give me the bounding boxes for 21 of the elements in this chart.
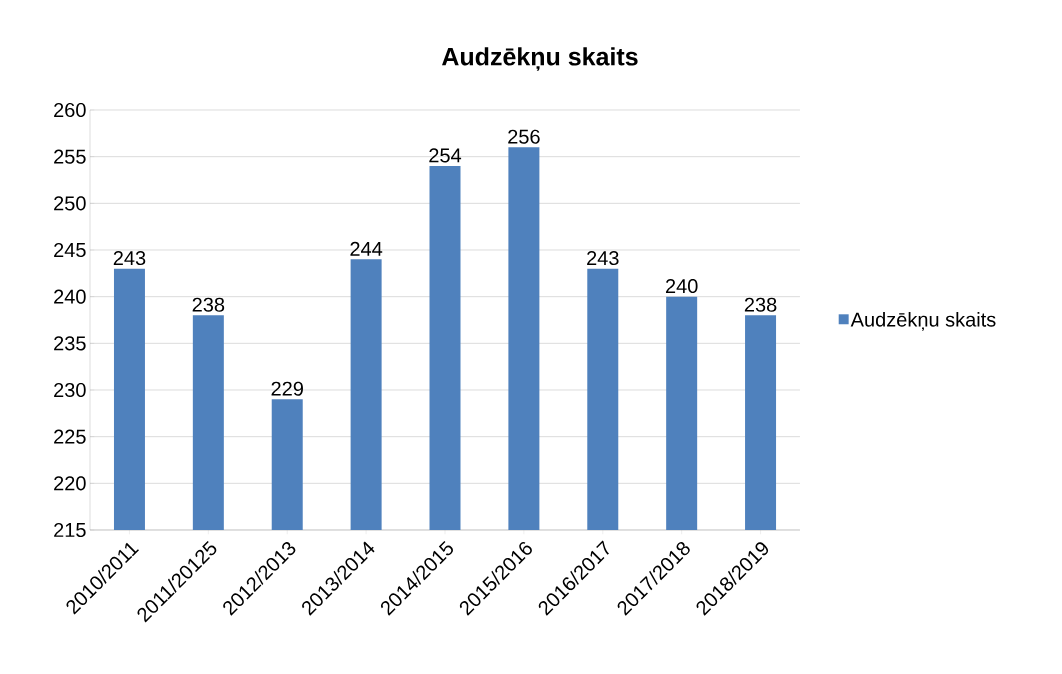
y-tick-label: 220 bbox=[54, 476, 86, 491]
data-label: 256 bbox=[508, 129, 540, 144]
y-tick-label: 230 bbox=[54, 382, 86, 398]
data-label: 244 bbox=[350, 241, 383, 256]
y-tick-label: 235 bbox=[54, 336, 86, 351]
y-tick-label: 215 bbox=[54, 522, 86, 538]
data-label: 243 bbox=[587, 250, 619, 266]
y-tick-label: 255 bbox=[54, 149, 86, 164]
data-label: 254 bbox=[429, 148, 462, 163]
data-label: 229 bbox=[271, 381, 303, 396]
data-label: 238 bbox=[192, 297, 225, 312]
data-label: 238 bbox=[744, 297, 777, 312]
data-label: 243 bbox=[113, 250, 146, 266]
legend-label: Audzēkņu skaits bbox=[850, 312, 996, 331]
y-tick-label: 250 bbox=[54, 196, 86, 211]
y-tick-label: 260 bbox=[54, 102, 86, 118]
y-tick-label: 245 bbox=[54, 242, 86, 258]
data-label: 240 bbox=[665, 278, 698, 294]
y-tick-label: 225 bbox=[54, 429, 86, 444]
chart-title: Audzēkņu skaits bbox=[442, 47, 638, 71]
y-tick-label: 240 bbox=[54, 289, 86, 304]
